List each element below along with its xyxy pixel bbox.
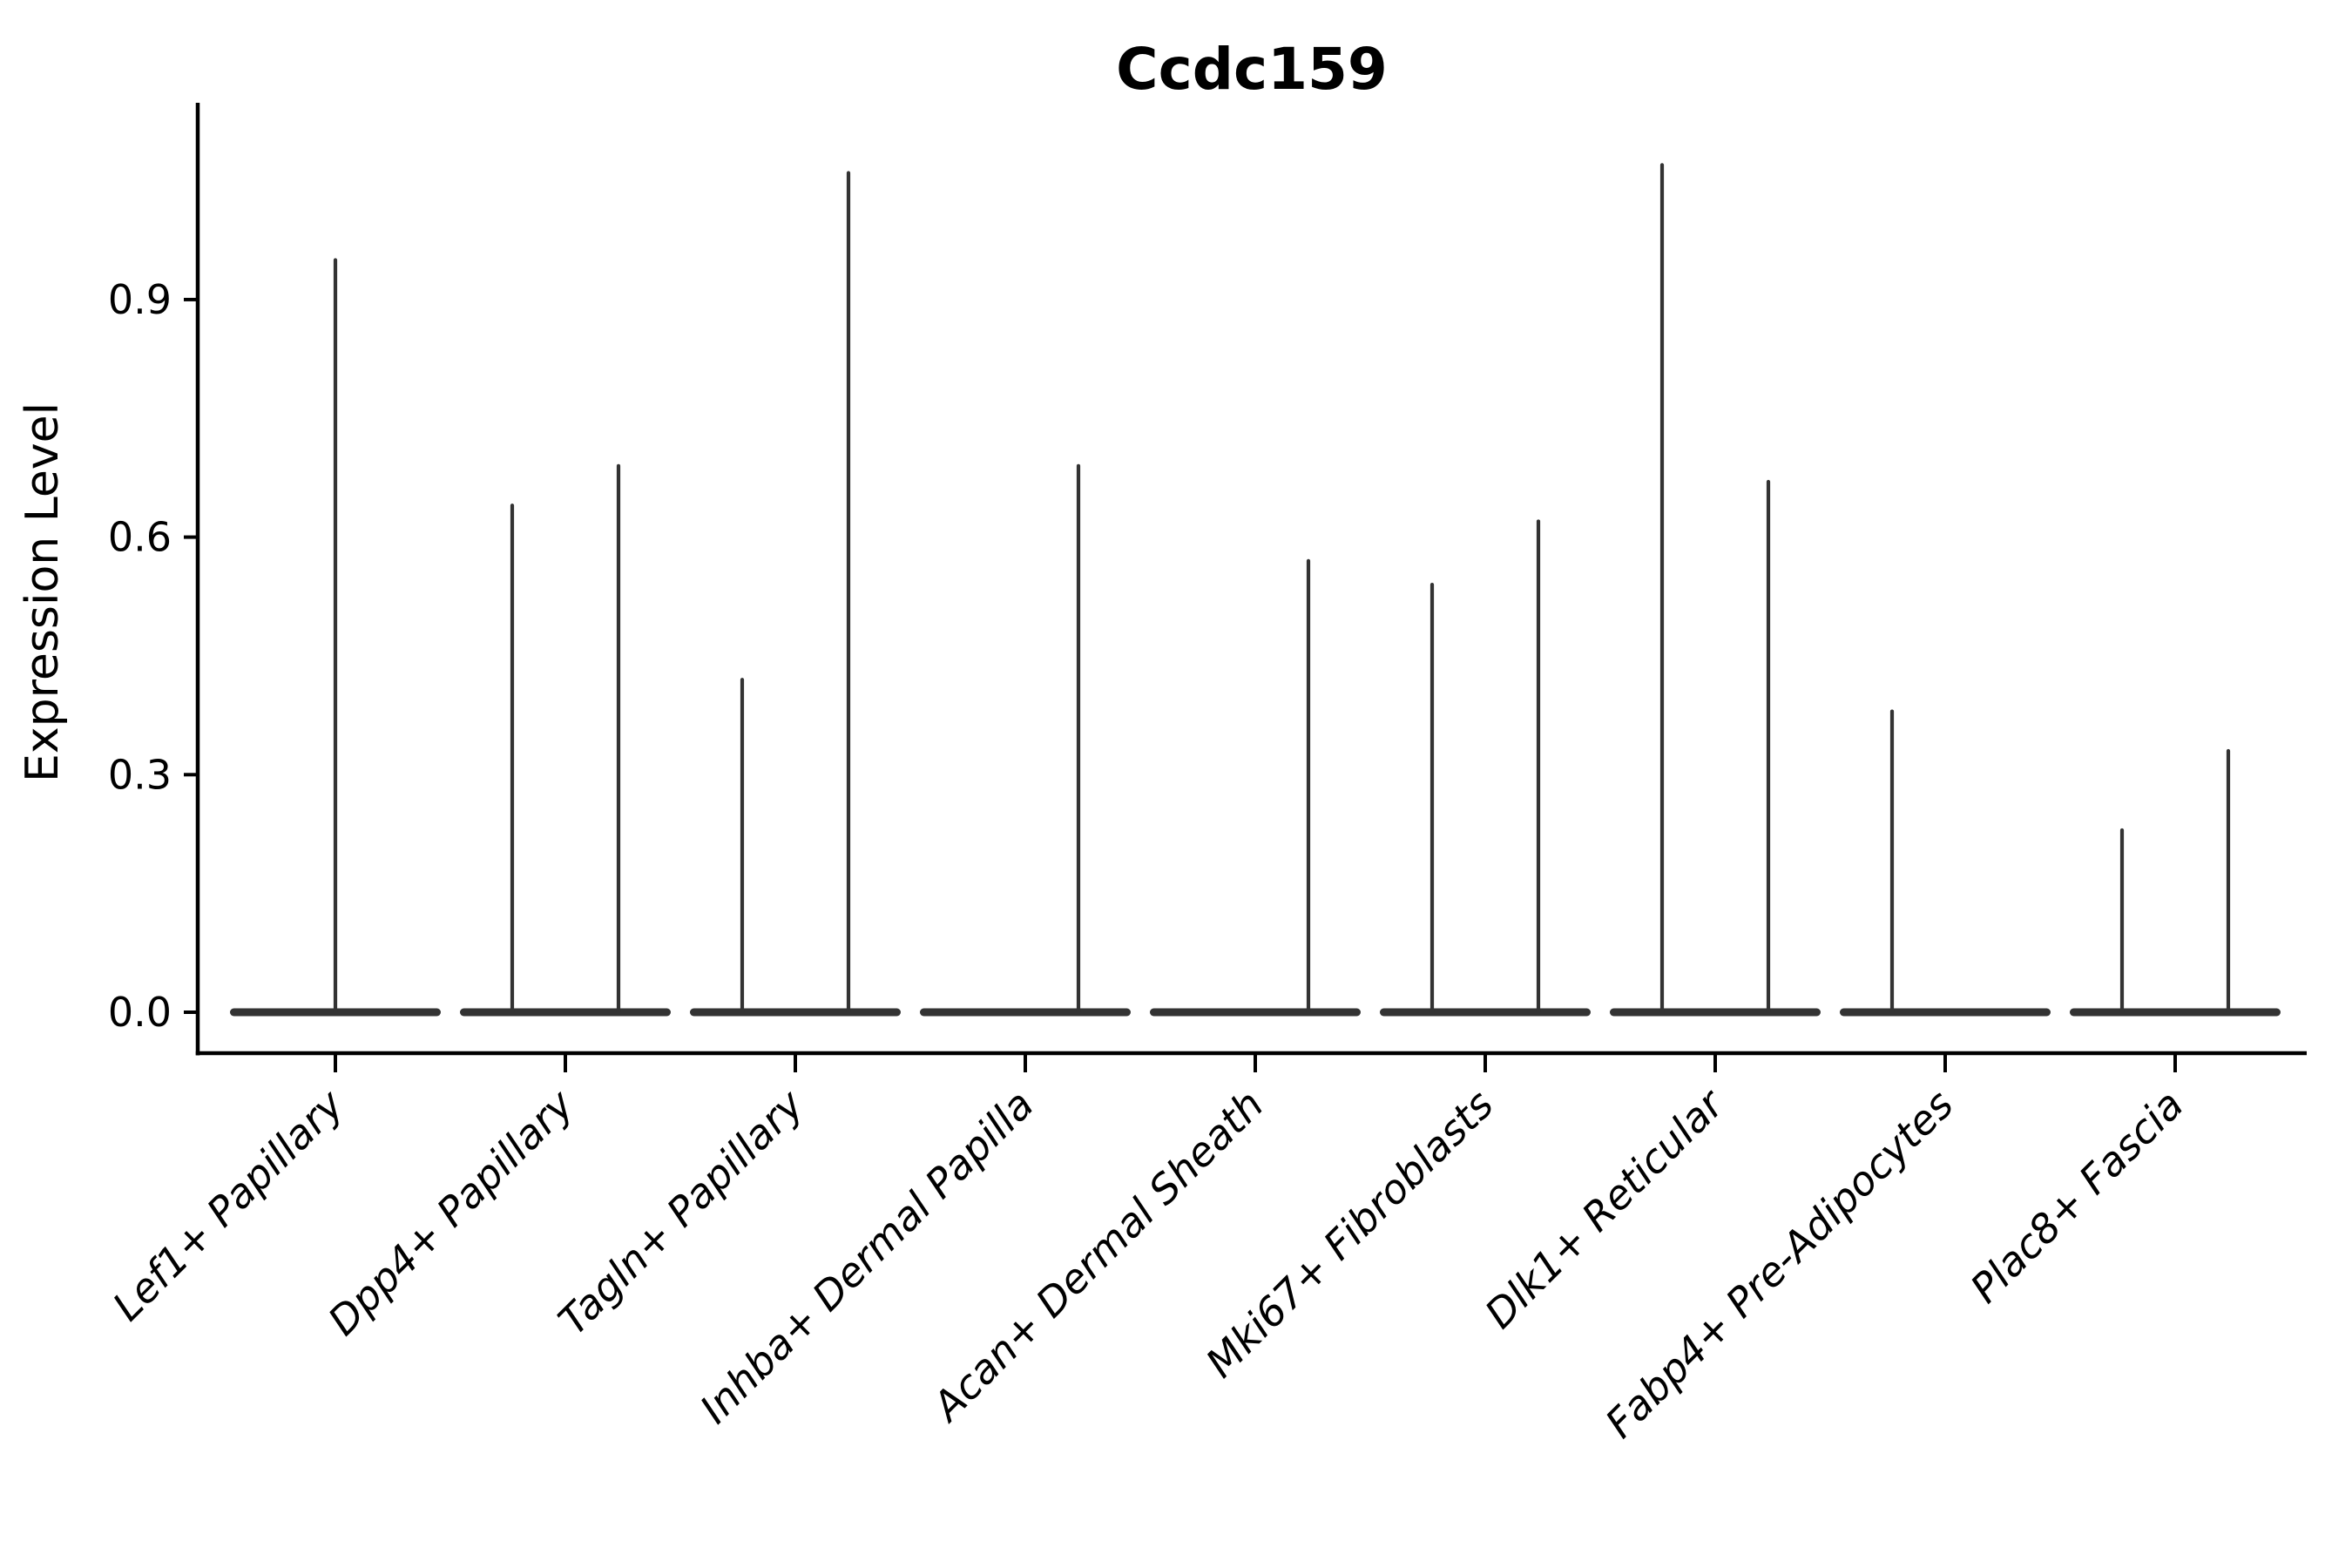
violin-category — [1380, 519, 1591, 1017]
violin-category — [1840, 709, 2051, 1017]
violin-category — [920, 463, 1131, 1017]
y-axis: 0.0 0.3 0.6 0.9 — [108, 276, 198, 1036]
y-tick-label: 0.6 — [108, 514, 172, 561]
violin-base — [920, 1008, 1131, 1017]
violin-base — [1150, 1008, 1361, 1017]
violin-base — [1610, 1008, 1821, 1017]
y-tick-label: 0.9 — [108, 276, 172, 323]
violin-category — [2070, 748, 2281, 1017]
x-tick-label: Plac8+ Fascia — [1961, 1081, 2192, 1312]
violin-base — [2070, 1008, 2281, 1017]
violin-base — [690, 1008, 901, 1017]
y-tick-label: 0.3 — [108, 751, 172, 798]
violin-base — [460, 1008, 671, 1017]
violin-category — [230, 258, 441, 1017]
violin-base — [1380, 1008, 1591, 1017]
chart-title: Ccdc159 — [1116, 36, 1388, 103]
x-tick-label: Dpp4+ Papillary — [319, 1080, 583, 1344]
violin-category — [1610, 163, 1821, 1017]
violin-base — [1840, 1008, 2051, 1017]
y-tick-label: 0.0 — [108, 989, 172, 1036]
x-tick-label: Dlk1+ Reticular — [1476, 1078, 1734, 1337]
violins — [230, 163, 2281, 1017]
x-tick-label: Tagln+ Papillary — [549, 1080, 813, 1344]
y-axis-label: Expression Level — [17, 402, 69, 782]
violin-category — [460, 463, 671, 1017]
x-tick-label: Lef1+ Papillary — [104, 1080, 353, 1329]
violin-category — [1150, 558, 1361, 1017]
violin-category — [690, 171, 901, 1017]
